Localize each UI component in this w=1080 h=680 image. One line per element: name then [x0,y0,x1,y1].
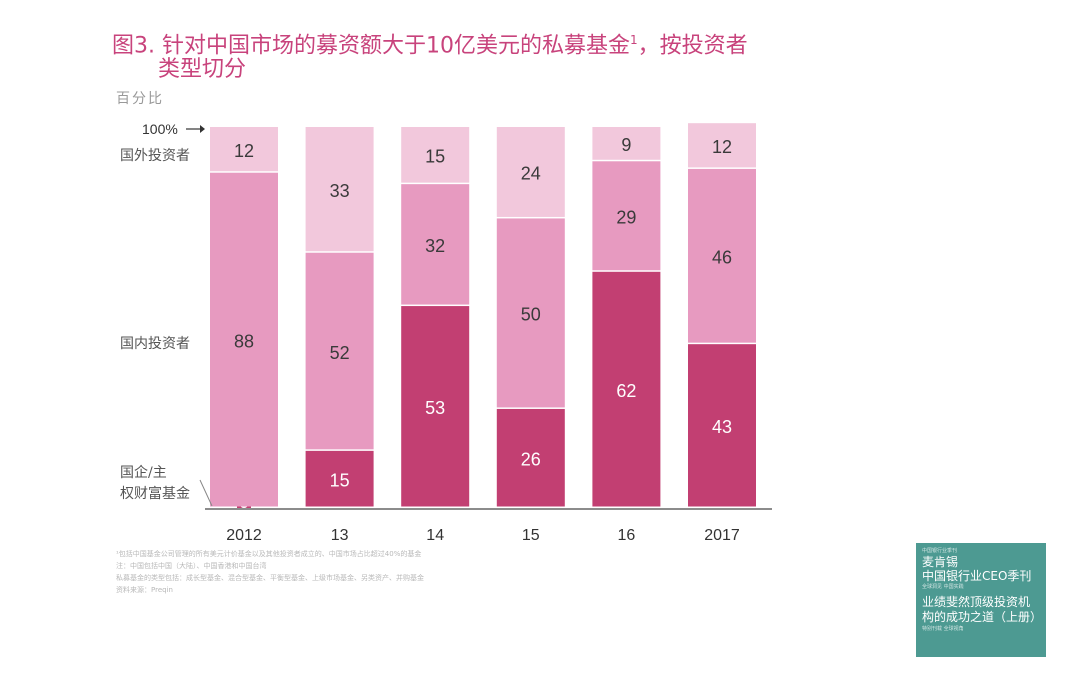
footnote-source: 资料来源：Preqin [116,586,173,594]
data-label: 46 [712,248,732,268]
data-label: 15 [330,470,350,490]
data-label: 12 [712,137,732,157]
data-label: 33 [330,181,350,201]
bar-segment-0-14 [401,306,470,507]
data-label: 26 [521,449,541,469]
x-tick-label: 14 [426,527,444,544]
x-tick-label: 15 [522,527,540,544]
bar-segment-0-13 [305,450,374,507]
data-label: 52 [330,343,350,363]
title-suffix: ，按投资者 [637,33,748,59]
title-main: 图3. 针对中国市场的募资额大于10亿美元的私募基金 [112,33,630,59]
soe-pointer-line [199,479,213,507]
cover-brand: 麦肯锡 [922,555,959,569]
cover-tiny-top: 中国银行业季刊 [922,548,958,554]
series-label-soe-line2: 权财富基金 [120,485,190,502]
x-tick-label: 13 [331,527,349,544]
x-tick-label: 16 [618,527,636,544]
cover-publication: 中国银行业CEO季刊 [922,569,1032,583]
bar-segment-0-16 [592,271,661,507]
cover-book-title: 业绩斐然顶级投资机构的成功之道（上册） [922,595,1043,624]
bar-segment-2-16 [592,127,661,160]
bar-segment-0-15 [496,408,565,507]
series-label-soe-line1: 国企/主 [120,464,167,481]
bar-segment-1-14 [401,184,470,305]
chart-title: 图3. 针对中国市场的募资额大于10亿美元的私募基金1，按投资者 [112,26,802,60]
data-label: 24 [521,164,541,184]
bar-segment-2-15 [496,127,565,217]
unit-label: 百分比 [116,91,164,107]
data-label: 29 [616,208,636,228]
footnote-1: ¹包括中国基金公司管理的所有美元计价基金以及其他投资者成立的、中国市场占比超过4… [116,550,422,558]
title-footnote-mark: 1 [629,33,638,47]
footnotes: ¹包括中国基金公司管理的所有美元计价基金以及其他投资者成立的、中国市场占比超过4… [116,548,676,596]
data-label: 9 [621,135,631,155]
cover-tiny-bottom: 特别刊载 全球视角 [922,626,964,632]
x-tick-label: 2012 [226,527,262,544]
data-label: 62 [616,381,636,401]
series-label-foreign: 国外投资者 [120,148,190,164]
bar-segment-1-2017 [688,168,756,343]
bar-segment-1-2012 [210,172,278,507]
report-cover-thumbnail: 中国银行业季刊 麦肯锡 中国银行业CEO季刊 全球洞见 中国实践 业绩斐然顶级投… [916,543,1046,657]
top-marker-arrow-head [200,125,205,133]
bar-segment-1-15 [496,218,565,408]
data-label: 32 [425,236,445,256]
data-label: 15 [425,147,445,167]
chart-title-line2: 类型切分 [158,57,247,82]
bar-segment-0-2017 [688,344,756,507]
bar-segment-2-14 [401,127,470,183]
top-marker-label: 100% [142,121,178,137]
series-label-domestic: 国内投资者 [120,336,190,352]
footnote-3: 私募基金的类型包括：成长型基金、混合型基金、平衡型基金、上级市场基金、另类资产、… [116,574,424,582]
bar-segment-2-13 [305,127,374,252]
data-label: 43 [712,417,732,437]
bar-segment-2-2017 [688,123,756,168]
stacked-bar-chart: 0881220121552331353321514265024156229916… [120,121,772,544]
bar-segment-1-13 [305,252,374,450]
data-label: 53 [425,398,445,418]
cover-tiny-mid: 全球洞见 中国实践 [922,584,964,590]
bar-segment-1-16 [592,161,661,271]
data-label: 50 [521,305,541,325]
data-label: 12 [234,141,254,161]
bar-segment-2-2012 [210,127,278,172]
x-tick-label: 2017 [704,527,740,544]
data-label: 88 [234,331,254,351]
footnote-2: 注：中国包括中国（大陆）、中国香港和中国台湾 [116,562,267,570]
